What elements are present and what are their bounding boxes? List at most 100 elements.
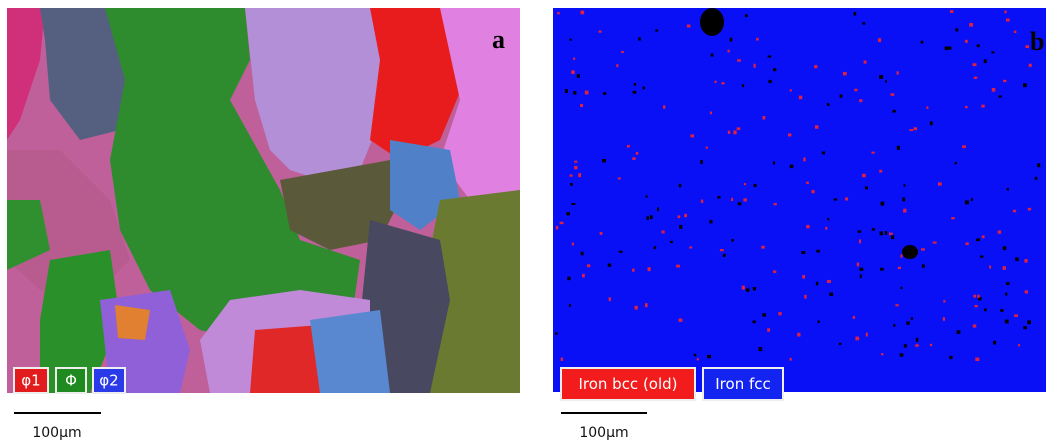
speck	[709, 220, 712, 223]
speck	[621, 51, 624, 53]
speck	[865, 186, 868, 189]
speck	[984, 308, 987, 311]
speck	[638, 37, 641, 40]
speck	[582, 274, 585, 277]
speck	[973, 324, 976, 327]
speck	[974, 77, 977, 79]
speck	[570, 174, 573, 176]
legend-label: φ1	[21, 372, 40, 390]
speck	[1005, 320, 1009, 324]
speck	[854, 12, 857, 16]
speck	[565, 89, 568, 93]
speck	[999, 95, 1002, 97]
speck	[965, 106, 968, 108]
speck	[1003, 80, 1006, 82]
speck	[797, 333, 800, 337]
speck	[804, 295, 806, 299]
speck	[1037, 163, 1040, 167]
speck	[566, 212, 570, 215]
speck	[855, 337, 859, 341]
speck	[898, 267, 901, 269]
speck	[974, 305, 977, 307]
speck	[1024, 259, 1027, 263]
speck	[650, 215, 653, 219]
legend-label: φ2	[99, 372, 118, 390]
speck	[993, 341, 996, 345]
speck	[572, 243, 574, 246]
speck	[989, 266, 991, 269]
speck	[632, 157, 635, 160]
speck	[998, 230, 1001, 233]
speck	[816, 282, 818, 286]
speck	[746, 288, 750, 291]
speck	[731, 198, 733, 201]
speck	[815, 125, 819, 129]
speck	[694, 354, 696, 357]
speck	[1028, 208, 1031, 211]
speck	[645, 195, 647, 197]
speck	[759, 347, 763, 351]
speck	[1018, 344, 1020, 346]
speck	[871, 152, 874, 154]
speck	[845, 197, 848, 200]
speck	[965, 200, 969, 204]
speck	[742, 286, 745, 290]
speck	[700, 160, 703, 164]
speck	[893, 324, 895, 326]
speck	[879, 75, 883, 79]
speck	[556, 226, 558, 229]
speck	[915, 344, 919, 346]
speck	[943, 317, 945, 321]
speck	[581, 252, 584, 256]
speck	[921, 248, 925, 250]
speck	[561, 358, 563, 361]
speck	[742, 84, 744, 87]
speck	[578, 173, 581, 177]
speck	[1005, 293, 1007, 296]
speck	[881, 353, 883, 355]
speck	[730, 38, 733, 42]
speck	[684, 214, 687, 217]
speck	[687, 25, 691, 28]
speck	[627, 145, 630, 148]
speck	[818, 320, 820, 322]
speck	[885, 80, 887, 82]
figure: a φ1Φφ2 100µm b Iron bcc (old)Iron fcc 1…	[0, 0, 1056, 441]
speck	[922, 264, 925, 267]
speck	[839, 343, 842, 345]
speck	[1000, 309, 1003, 312]
speck	[768, 80, 771, 83]
speck	[745, 14, 748, 17]
speck	[648, 267, 651, 271]
speck	[609, 297, 611, 301]
panel-label: b	[1030, 27, 1044, 56]
speck	[643, 87, 645, 90]
speck	[900, 254, 902, 257]
speck	[834, 198, 837, 200]
speck	[921, 41, 924, 44]
speck	[1006, 282, 1010, 285]
speck	[910, 129, 914, 131]
speck	[727, 50, 729, 52]
speck	[806, 225, 809, 228]
speck	[603, 92, 606, 95]
speck	[754, 64, 756, 68]
speck	[878, 38, 881, 42]
speck	[577, 74, 580, 77]
speck	[801, 251, 805, 254]
speck	[743, 198, 747, 201]
speck	[689, 247, 692, 249]
speck	[904, 344, 907, 347]
speck	[827, 280, 831, 283]
speck	[1015, 257, 1018, 261]
speck	[670, 241, 673, 243]
speck	[955, 28, 958, 31]
speck	[859, 239, 861, 243]
speck	[977, 44, 980, 47]
speck	[933, 242, 937, 244]
speck	[816, 250, 820, 253]
speck	[679, 184, 681, 187]
speck	[858, 230, 862, 232]
speck	[571, 203, 575, 205]
speck	[555, 332, 558, 334]
